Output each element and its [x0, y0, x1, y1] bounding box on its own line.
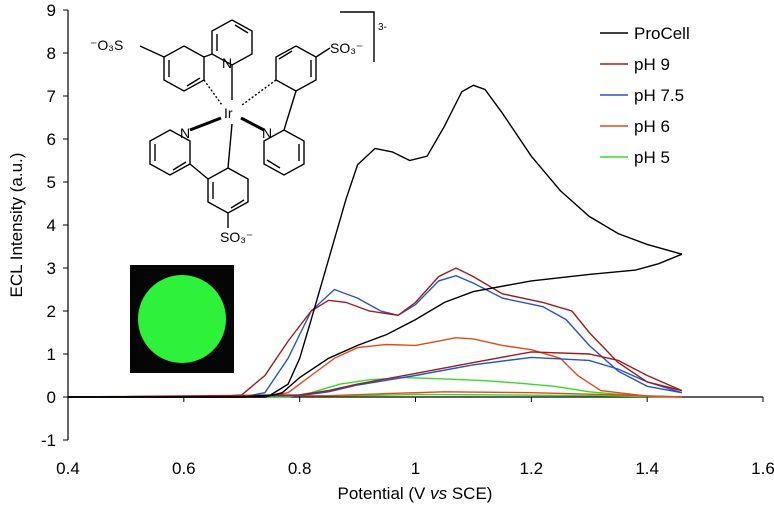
y-tick-label: 2 [47, 302, 56, 321]
y-tick-label: 1 [47, 345, 56, 364]
x-tick-label: 0.8 [288, 459, 312, 478]
x-axis-title: Potential (V vs SCE) [338, 484, 493, 503]
series-line-procell-reverse [68, 253, 683, 398]
legend: ProCell pH 9 pH 7.5 pH 6 pH 5 [600, 24, 690, 167]
svg-text:Ir: Ir [224, 105, 233, 121]
y-tick-label: 6 [47, 130, 56, 149]
y-ticks: -1 0 1 2 3 4 5 6 7 8 9 [41, 1, 68, 450]
structure-labels: N Ir N N ⁻O₃S SO₃⁻ SO₃⁻ 3- [90, 22, 387, 245]
x-tick-label: 0.6 [172, 459, 196, 478]
y-axis-title: ECL Intensity (a.u.) [7, 153, 26, 298]
x-tick-label: 1 [411, 459, 420, 478]
legend-label: ProCell [634, 24, 690, 43]
legend-label: pH 5 [634, 148, 670, 167]
series-line-procell-forward [68, 84, 683, 398]
series-line-ph-9-forward [68, 267, 683, 398]
iridium-complex-structure [139, 11, 375, 228]
y-tick-label: 5 [47, 173, 56, 192]
series-line-ph-7-5-reverse [67, 356, 683, 398]
series-line-ph-9-reverse [67, 351, 683, 398]
y-tick-label: 8 [47, 44, 56, 63]
series-layer [67, 84, 683, 398]
svg-text:N: N [262, 125, 272, 141]
svg-text:N: N [180, 125, 190, 141]
svg-text:SO₃⁻: SO₃⁻ [330, 40, 363, 56]
ecl-emission-photo [130, 265, 234, 373]
y-tick-label: 0 [47, 388, 56, 407]
y-tick-label: -1 [41, 431, 56, 450]
series-line-ph-6-forward [68, 336, 682, 398]
y-tick-label: 3 [47, 259, 56, 278]
x-tick-label: 1.4 [635, 459, 659, 478]
svg-text:SO₃⁻: SO₃⁻ [220, 229, 253, 245]
legend-label: pH 6 [634, 117, 670, 136]
svg-text:⁻O₃S: ⁻O₃S [90, 37, 123, 53]
svg-text:N: N [222, 55, 232, 71]
legend-label: pH 9 [634, 55, 670, 74]
legend-label: pH 7.5 [634, 86, 684, 105]
y-tick-label: 7 [47, 87, 56, 106]
x-ticks: 0.4 0.6 0.8 1 1.2 1.4 1.6 [56, 397, 774, 478]
x-tick-label: 1.2 [520, 459, 544, 478]
y-tick-label: 4 [47, 216, 56, 235]
x-tick-label: 0.4 [56, 459, 80, 478]
svg-text:3-: 3- [378, 22, 387, 33]
series-line-ph-6-reverse [67, 391, 682, 398]
x-tick-label: 1.6 [751, 459, 774, 478]
series-line-ph-7-5-forward [68, 274, 683, 398]
y-tick-label: 9 [47, 1, 56, 20]
